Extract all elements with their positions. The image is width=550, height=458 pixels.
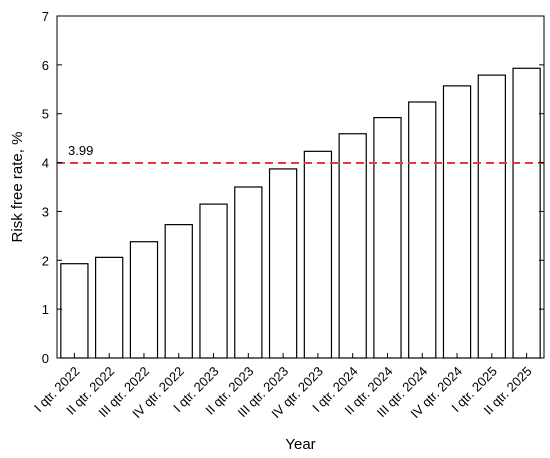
bar: [442, 85, 472, 359]
y-axis-title: Risk free rate, %: [9, 132, 26, 243]
bar: [303, 150, 333, 359]
y-tick-label: 3: [42, 204, 49, 219]
bars-group: [60, 67, 541, 359]
x-axis-title: Year: [285, 436, 315, 453]
bar: [408, 101, 437, 359]
bar: [95, 256, 124, 359]
bar: [477, 74, 506, 359]
bar: [373, 117, 402, 359]
y-tick-label: 0: [42, 351, 49, 366]
y-axis: 0 1 2 3 4 5 6 7: [42, 9, 544, 366]
bar: [512, 67, 541, 359]
bar: [129, 241, 159, 359]
y-tick-label: 5: [42, 107, 49, 122]
y-tick-label: 6: [42, 58, 49, 73]
bar: [60, 263, 89, 359]
y-tick-label: 7: [42, 9, 49, 24]
reference-line-label: 3.99: [68, 143, 93, 158]
y-tick-label: 1: [42, 302, 49, 317]
bar: [338, 133, 367, 359]
bar: [234, 186, 263, 359]
bar: [164, 224, 193, 359]
bar: [268, 168, 298, 359]
y-tick-label: 2: [42, 253, 49, 268]
bar: [199, 203, 228, 359]
plot-frame: [56, 15, 545, 359]
y-tick-label: 4: [42, 156, 49, 171]
